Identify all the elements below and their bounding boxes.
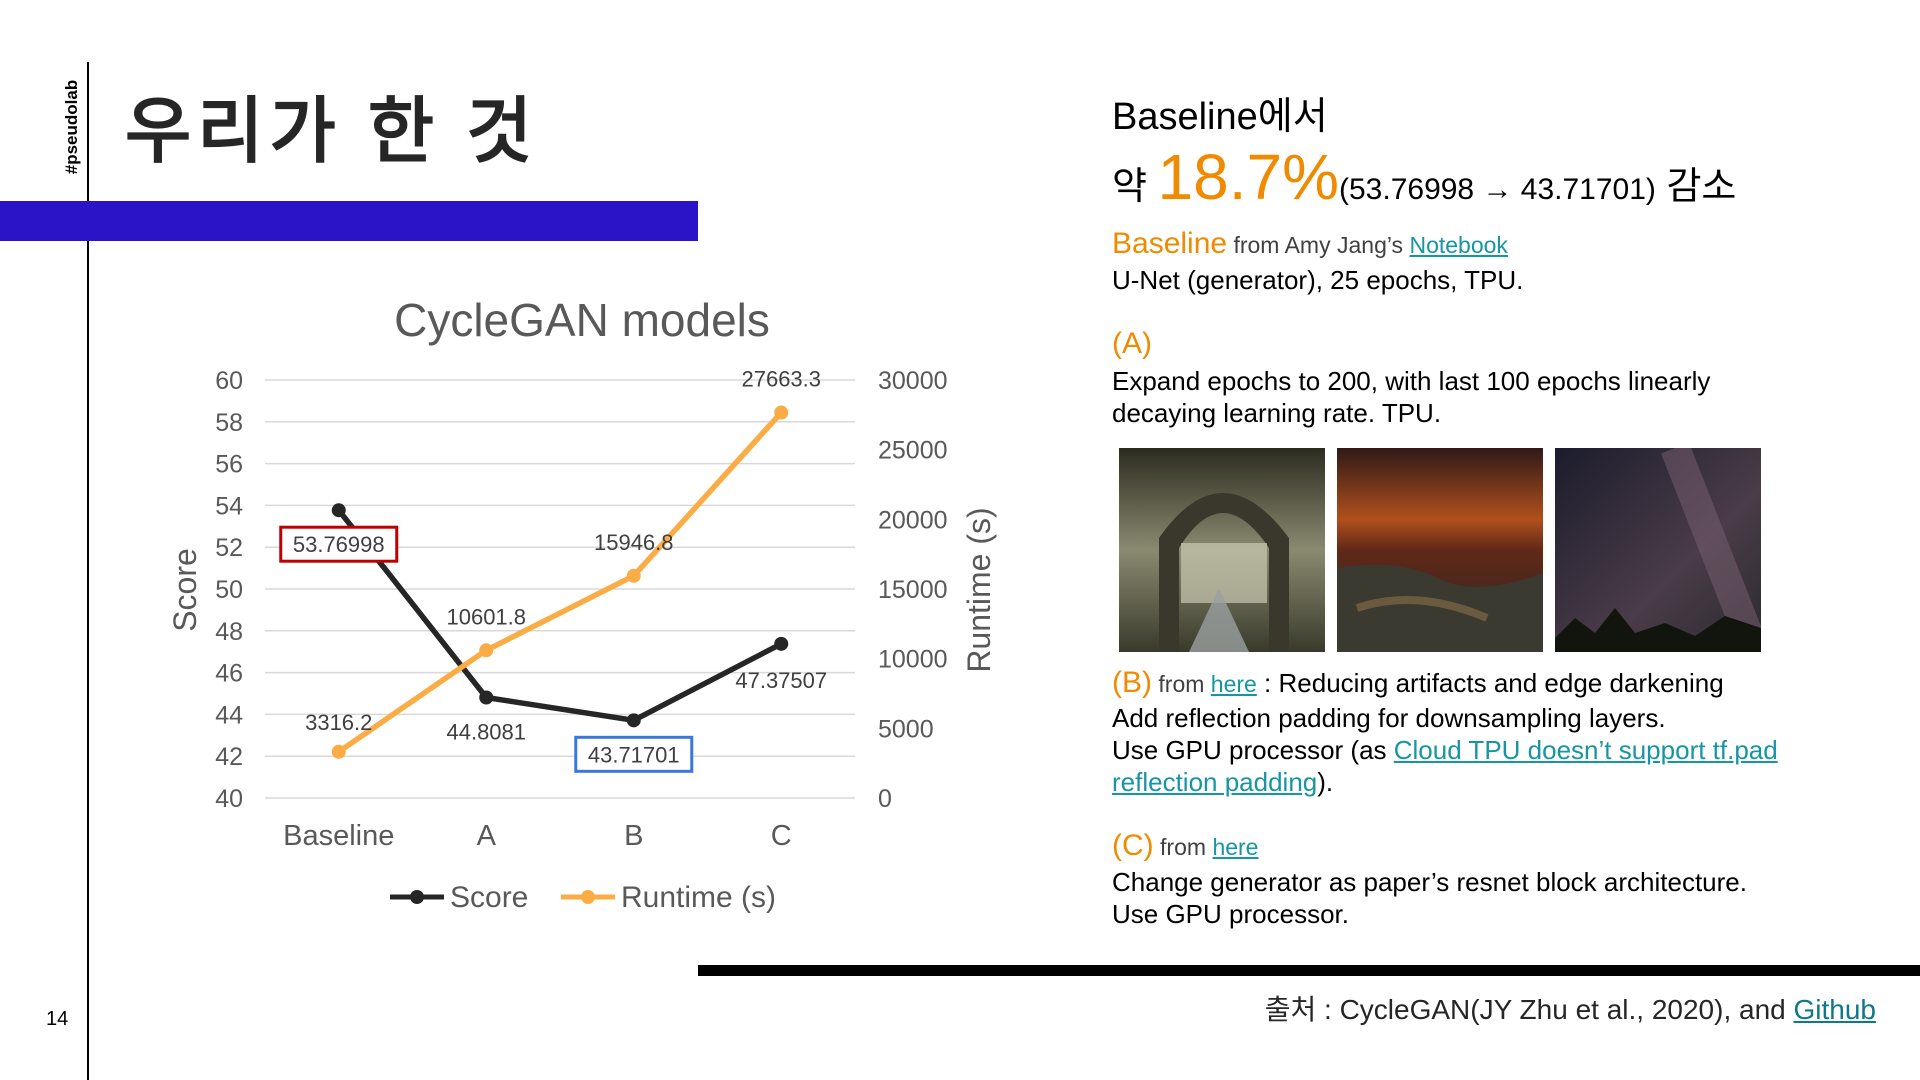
y-left-tick-label: 58 bbox=[215, 409, 243, 437]
x-tick-label: A bbox=[477, 820, 497, 852]
bottom-rule bbox=[698, 965, 1920, 976]
variant-b-here-link[interactable]: here bbox=[1210, 671, 1257, 697]
legend-label: Runtime (s) bbox=[621, 881, 776, 914]
summary-line1: Baseline에서 bbox=[1112, 96, 1328, 138]
variant-b-label: (B) bbox=[1112, 666, 1152, 699]
y-left-tick-label: 54 bbox=[215, 492, 243, 520]
summary-detail: (53.76998 → 43.71701) bbox=[1339, 173, 1656, 206]
series-line-score bbox=[336, 508, 783, 724]
summary-suffix: 감소 bbox=[1655, 166, 1737, 208]
baseline-from: from Amy Jang’s bbox=[1227, 232, 1410, 258]
runtime-data-label: 3316.2 bbox=[305, 710, 372, 735]
page-number: 14 bbox=[46, 1008, 69, 1030]
y-right-tick-label: 30000 bbox=[878, 367, 948, 395]
y-right-tick-label: 10000 bbox=[878, 646, 948, 674]
data-point bbox=[331, 503, 346, 518]
baseline-desc: U-Net (generator), 25 epochs, TPU. bbox=[1112, 265, 1524, 295]
y-right-tick-label: 25000 bbox=[878, 437, 948, 465]
variant-b-heading: (B) from here : Reducing artifacts and e… bbox=[1112, 667, 1724, 700]
notebook-link[interactable]: Notebook bbox=[1409, 232, 1508, 258]
y-right-axis-label: Runtime (s) bbox=[961, 507, 997, 672]
page-title: 우리가 한 것 bbox=[125, 92, 539, 172]
summary-percent: 18.7% bbox=[1157, 141, 1339, 213]
variant-b-line2: Use GPU processor (as Cloud TPU doesn’t … bbox=[1112, 734, 1778, 766]
y-left-tick-label: 46 bbox=[215, 660, 243, 688]
reflection-padding-link[interactable]: reflection padding bbox=[1112, 767, 1318, 797]
x-tick-label: Baseline bbox=[283, 820, 394, 852]
brand-label: #pseudolab bbox=[62, 79, 81, 175]
score-data-label: 47.37507 bbox=[735, 668, 827, 693]
y-left-tick-label: 50 bbox=[215, 576, 243, 604]
cloud-tpu-link[interactable]: Cloud TPU doesn’t support tf.pad bbox=[1393, 735, 1778, 765]
source-citation: 출처 : CycleGAN(JY Zhu et al., 2020), and … bbox=[1265, 988, 1876, 1028]
runtime-data-label: 10601.8 bbox=[446, 604, 526, 629]
variant-c-heading: (C) from here bbox=[1112, 830, 1258, 863]
y-right-tick-label: 15000 bbox=[878, 576, 948, 604]
score-data-label: 44.8081 bbox=[446, 720, 526, 745]
score-data-label: 43.71701 bbox=[588, 742, 680, 767]
variant-c-line2: Use GPU processor. bbox=[1112, 899, 1349, 929]
title-accent-bar bbox=[0, 201, 698, 241]
variant-a-label: (A) bbox=[1112, 327, 1152, 360]
baseline-label: Baseline bbox=[1112, 227, 1228, 260]
runtime-data-label: 15946.8 bbox=[594, 530, 674, 555]
series-line-runtime-s- bbox=[337, 410, 784, 755]
data-point bbox=[331, 744, 346, 759]
y-right-tick-label: 5000 bbox=[878, 715, 934, 743]
bridge-landscape-image bbox=[1119, 448, 1325, 652]
y-left-tick-label: 48 bbox=[215, 618, 243, 646]
night-sky-image bbox=[1555, 448, 1761, 652]
variant-c-from: from bbox=[1153, 834, 1213, 860]
variant-a-line1: Expand epochs to 200, with last 100 epoc… bbox=[1112, 366, 1711, 396]
variant-b-line3-suffix: ). bbox=[1317, 767, 1334, 797]
highlight-box bbox=[574, 735, 694, 773]
variant-b-line1: Add reflection padding for downsampling … bbox=[1112, 703, 1666, 733]
variant-a-heading: (A) bbox=[1112, 328, 1152, 360]
data-point bbox=[774, 636, 789, 651]
y-left-tick-label: 40 bbox=[215, 785, 243, 813]
variant-a-line2: decaying learning rate. TPU. bbox=[1112, 398, 1442, 428]
data-point bbox=[626, 713, 641, 728]
data-point bbox=[626, 568, 641, 583]
y-left-tick-label: 52 bbox=[215, 534, 243, 562]
y-left-tick-label: 60 bbox=[215, 367, 243, 395]
sunset-shore-image bbox=[1337, 448, 1543, 652]
variant-b-from: from bbox=[1152, 671, 1211, 697]
source-prefix: 출처 : CycleGAN(JY Zhu et al., 2020), and bbox=[1264, 994, 1794, 1025]
runtime-data-label: 27663.3 bbox=[741, 367, 821, 392]
x-tick-label: C bbox=[771, 820, 792, 852]
github-link[interactable]: Github bbox=[1793, 994, 1877, 1025]
legend-label: Score bbox=[450, 881, 528, 914]
legend-swatch-marker bbox=[581, 890, 595, 904]
variant-b-line3: reflection padding). bbox=[1112, 766, 1333, 798]
y-left-tick-label: 56 bbox=[215, 451, 243, 479]
variant-c-line1: Change generator as paper’s resnet block… bbox=[1112, 867, 1747, 897]
data-point bbox=[774, 405, 789, 420]
chart-title: CycleGAN models bbox=[394, 294, 770, 346]
variant-b-line2-prefix: Use GPU processor (as bbox=[1112, 735, 1394, 765]
y-left-axis-label: Score bbox=[167, 548, 203, 632]
variant-c-label: (C) bbox=[1112, 829, 1154, 862]
data-point bbox=[479, 690, 494, 705]
y-left-tick-label: 42 bbox=[215, 743, 243, 771]
score-data-label: 53.76998 bbox=[293, 532, 385, 557]
y-left-tick-label: 44 bbox=[215, 701, 243, 729]
summary-line2: 약 18.7%(53.76998 → 43.71701) 감소 bbox=[1112, 140, 1736, 214]
left-vertical-rule bbox=[87, 62, 89, 1080]
variant-c-here-link[interactable]: here bbox=[1212, 834, 1259, 860]
legend-swatch-marker bbox=[410, 890, 424, 904]
summary-prefix: 약 bbox=[1112, 166, 1158, 208]
cyclegan-chart: CycleGAN models 40 42 44 46 48 50 52 54 56 58 60 0 50… bbox=[167, 294, 997, 914]
highlight-box bbox=[279, 525, 399, 563]
variant-b-title: : Reducing artifacts and edge darkening bbox=[1256, 668, 1724, 698]
x-tick-label: B bbox=[624, 820, 643, 852]
baseline-heading: Baseline from Amy Jang’s Notebook bbox=[1112, 228, 1508, 261]
y-right-tick-label: 0 bbox=[878, 785, 892, 813]
y-right-tick-label: 20000 bbox=[878, 506, 948, 534]
data-point bbox=[479, 643, 494, 658]
